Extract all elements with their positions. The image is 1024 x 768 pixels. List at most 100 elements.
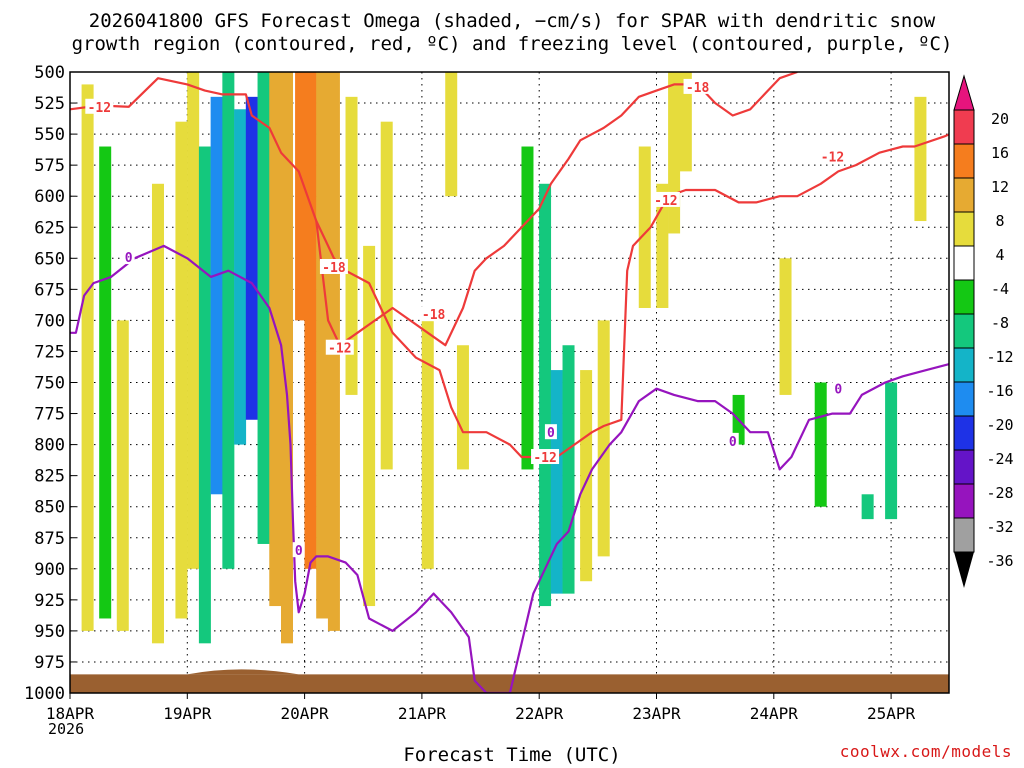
y-axis: 500 525 550 575 600 625 650 675 700 725 750 775 800 8…: [24, 63, 76, 704]
colorbar-label: -28: [986, 484, 1013, 502]
omega-column: [456, 345, 469, 470]
contour-label-bg: [651, 191, 680, 207]
colorbar-label: -12: [986, 348, 1013, 366]
y-tick-label: 600: [34, 187, 65, 207]
y-tick-label: 750: [34, 374, 65, 394]
colorbar-swatch: [953, 245, 975, 281]
omega-column: [187, 72, 200, 569]
y-tick-label: 725: [34, 342, 65, 362]
colorbar-swatch: [953, 517, 975, 553]
contour-line: [315, 72, 798, 347]
colorbar-swatch: [953, 177, 975, 213]
omega-column: [445, 72, 458, 197]
omega-column: [597, 320, 610, 557]
colorbar-label: 12: [991, 178, 1009, 196]
contour-label-bg: [726, 432, 739, 448]
colorbar-label: -16: [986, 382, 1013, 400]
colorbar-swatch: [953, 211, 975, 247]
omega-column: [316, 72, 329, 619]
chart-title-line-2: growth region (contoured, red, ºC) and f…: [71, 33, 953, 55]
y-tick-label: 575: [34, 156, 65, 176]
omega-column: [814, 382, 827, 507]
contour-label-bg: [319, 258, 348, 274]
y-tick-label: 850: [34, 498, 65, 518]
omega-column: [281, 72, 294, 644]
y-tick-label: 800: [34, 436, 65, 456]
omega-column: [81, 84, 94, 631]
x-tick-label: 18APR: [46, 704, 95, 723]
contour-label-bg: [122, 249, 135, 265]
colorbar-swatch: [953, 109, 975, 145]
omega-column: [245, 96, 258, 420]
omega-column: [861, 494, 874, 520]
y-tick-label: 700: [34, 311, 65, 331]
omega-shading: [81, 72, 927, 644]
colorbar-label: -20: [986, 416, 1013, 434]
colorbar-label: 16: [991, 144, 1009, 162]
colorbar-label: 20: [991, 110, 1009, 128]
y-tick-label: 775: [34, 405, 65, 425]
terrain-layer: [70, 669, 949, 693]
omega-column: [550, 370, 563, 594]
contour-label: -12: [88, 101, 111, 116]
y-tick-label: 550: [34, 125, 65, 145]
y-tick-label: 900: [34, 560, 65, 580]
omega-column: [269, 72, 282, 607]
y-tick-label: 525: [34, 94, 65, 114]
x-axis: 18APR 19APR 20APR 21APR 22APR 23APR 24APR 25APR: [46, 693, 916, 723]
y-tick-label: 975: [34, 653, 65, 673]
y-tick-label: 925: [34, 591, 65, 611]
y-tick-label: 875: [34, 529, 65, 549]
colorbar-top-arrow: [953, 74, 975, 111]
colorbar-swatch: [953, 381, 975, 417]
contour-label-bg: [325, 339, 354, 355]
y-tick-label: 825: [34, 467, 65, 487]
contour-label-bg: [292, 542, 305, 558]
omega-column: [295, 72, 308, 321]
x-tick-label: 23APR: [632, 704, 681, 723]
colorbar-swatch: [953, 143, 975, 179]
colorbar-label: -4: [991, 280, 1009, 298]
colorbar-swatch: [953, 415, 975, 451]
omega-column: [779, 258, 792, 395]
y-tick-label: 650: [34, 249, 65, 269]
colorbar-swatch: [953, 483, 975, 519]
contour-label: -18: [322, 261, 346, 276]
contour-label: 0: [547, 426, 555, 441]
colorbar-swatch: [953, 279, 975, 315]
contour-label: -18: [422, 308, 446, 323]
omega-column: [210, 96, 223, 495]
omega-column: [679, 72, 692, 172]
contour-label: -18: [686, 81, 710, 96]
omega-column: [99, 146, 112, 619]
y-tick-label: 500: [34, 63, 65, 83]
colorbar-label: 8: [995, 212, 1004, 230]
colorbar-label: -8: [991, 314, 1009, 332]
contour-label-bg: [419, 306, 448, 322]
omega-column: [116, 320, 129, 631]
credit-link[interactable]: coolwx.com/models: [839, 742, 1012, 761]
y-tick-label: 950: [34, 622, 65, 642]
omega-column: [638, 146, 651, 308]
omega-column: [521, 146, 534, 470]
colorbar-swatch: [953, 313, 975, 349]
omega-column: [656, 183, 669, 308]
x-tick-label: 19APR: [163, 704, 212, 723]
x-tick-label: 24APR: [750, 704, 799, 723]
x-tick-label: 22APR: [515, 704, 564, 723]
contour-label: -12: [654, 194, 677, 209]
colorbar-label: -32: [986, 518, 1013, 536]
contour-label: 0: [295, 544, 303, 559]
terrain-ridge: [187, 669, 299, 675]
contour-lines: [70, 72, 949, 693]
omega-column: [885, 382, 898, 520]
omega-column: [175, 121, 188, 619]
contour-label-bg: [85, 98, 114, 114]
contour-line: [70, 77, 949, 459]
chart-title-line-1: 2026041800 GFS Forecast Omega (shaded, −…: [88, 10, 936, 32]
omega-column: [304, 72, 317, 569]
x-tick-label: 20APR: [281, 704, 330, 723]
x-tick-label: 25APR: [867, 704, 916, 723]
omega-column: [580, 370, 593, 582]
omega-column: [380, 121, 393, 470]
